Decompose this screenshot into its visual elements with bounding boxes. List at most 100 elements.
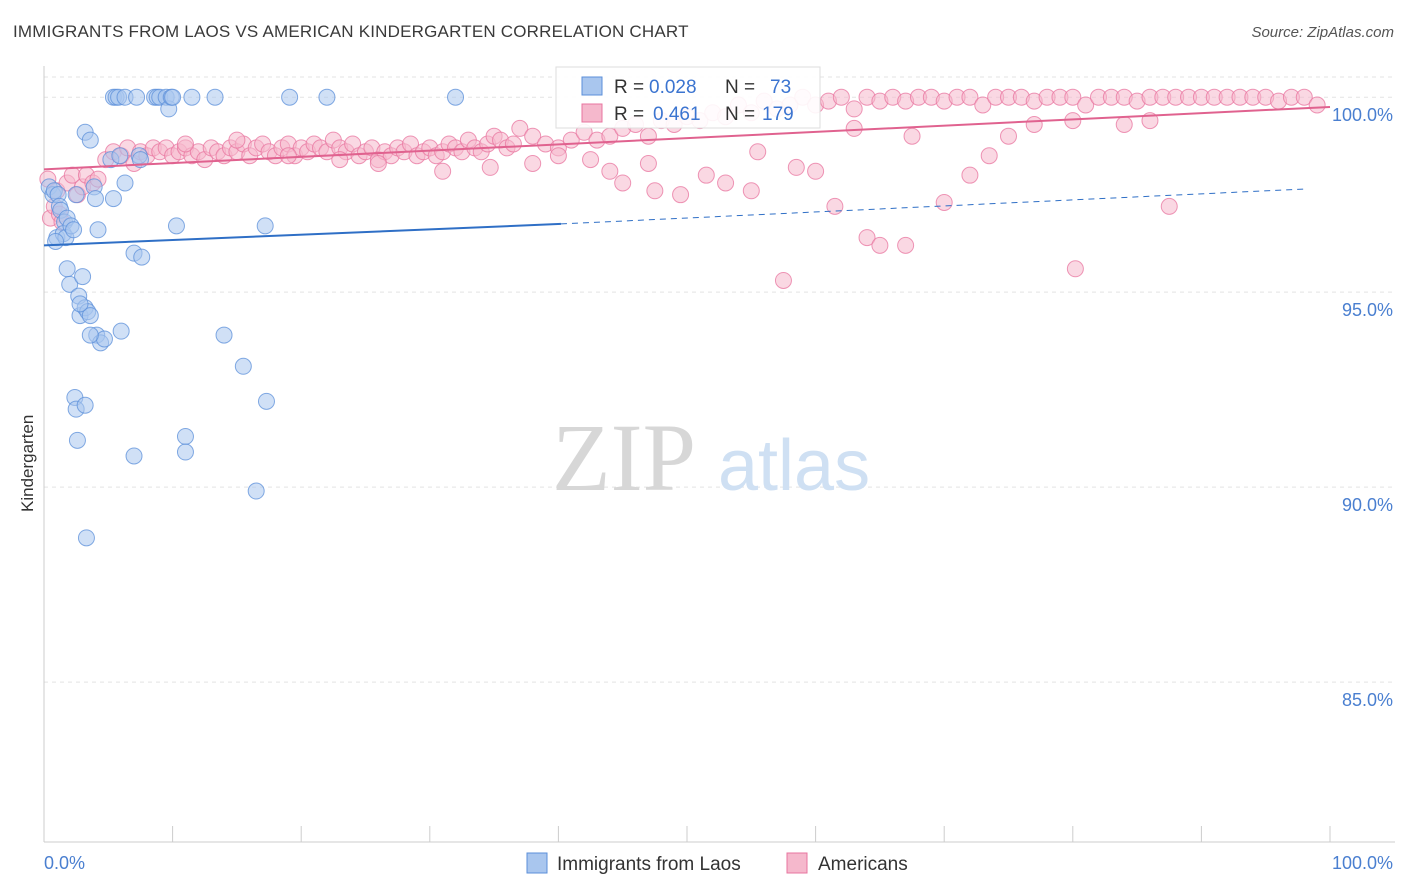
series-immigrants-from-laos — [40, 88, 465, 547]
data-point — [961, 88, 979, 106]
x-tick-label: 0.0% — [44, 853, 85, 873]
data-point — [742, 182, 760, 200]
data-point — [524, 154, 542, 172]
x-tick-labels: 0.0% 100.0% — [44, 853, 1393, 873]
data-point — [974, 96, 992, 114]
data-point — [832, 88, 850, 106]
legend-swatch-blue — [581, 76, 603, 96]
legend-r-value-blue: 0.028 — [649, 77, 697, 98]
bottom-legend-label-pink: Americans — [818, 854, 908, 875]
data-point — [639, 154, 657, 172]
data-point — [1025, 115, 1043, 133]
data-point — [81, 307, 99, 325]
data-point — [279, 147, 297, 165]
data-point — [81, 326, 99, 344]
bottom-legend-label-blue: Immigrants from Laos — [557, 854, 741, 875]
watermark: ZIP atlas — [552, 404, 870, 511]
data-point — [511, 119, 529, 137]
data-point — [749, 143, 767, 161]
data-point — [318, 88, 336, 106]
data-point — [717, 174, 735, 192]
watermark-zip: ZIP — [552, 404, 696, 511]
data-point — [774, 271, 792, 289]
data-point — [672, 186, 690, 204]
data-point — [58, 260, 76, 278]
data-point — [858, 229, 876, 247]
legend-n-label-blue: N = — [725, 77, 755, 98]
chart-source: Source: ZipAtlas.com — [1251, 24, 1394, 41]
data-point — [74, 268, 92, 286]
y-axis-label: Kindergarten — [18, 415, 37, 512]
data-point — [697, 166, 715, 184]
data-point — [125, 447, 143, 465]
data-point — [845, 100, 863, 118]
data-point — [81, 131, 99, 149]
data-point — [481, 158, 499, 176]
data-point — [903, 127, 921, 145]
data-point — [434, 162, 452, 180]
data-point — [167, 217, 185, 235]
data-point — [369, 154, 387, 172]
legend-n-label-pink: N = — [725, 104, 755, 125]
trend-line-blue — [43, 222, 562, 247]
data-point — [935, 193, 953, 211]
data-point — [116, 174, 134, 192]
data-point — [111, 147, 129, 165]
data-point — [1077, 96, 1095, 114]
legend-n-value-pink: 179 — [762, 104, 794, 125]
data-point — [281, 88, 299, 106]
y-tick-label: 100.0% — [1332, 105, 1393, 125]
watermark-atlas: atlas — [718, 426, 870, 506]
data-point — [112, 322, 130, 340]
data-point — [206, 88, 224, 106]
data-point — [257, 392, 275, 410]
data-point — [807, 162, 825, 180]
data-point — [1064, 88, 1082, 106]
data-point — [65, 221, 83, 239]
data-point — [549, 147, 567, 165]
data-point — [183, 88, 201, 106]
data-point — [826, 197, 844, 215]
data-point — [1295, 88, 1313, 106]
y-tick-labels: 100.0% 95.0% 90.0% 85.0% — [1332, 105, 1393, 710]
axes — [43, 66, 1395, 843]
data-point — [67, 186, 85, 204]
data-point — [76, 396, 94, 414]
data-point — [447, 88, 465, 106]
data-point — [176, 135, 194, 153]
data-point — [1066, 260, 1084, 278]
data-point — [68, 431, 86, 449]
data-point — [71, 295, 89, 313]
data-point — [614, 174, 632, 192]
data-point — [980, 147, 998, 165]
data-point — [601, 162, 619, 180]
series-legend: Immigrants from Laos Americans — [526, 852, 908, 875]
data-point — [1160, 197, 1178, 215]
trend-lines — [43, 105, 1331, 247]
legend-swatch-pink — [581, 103, 603, 123]
bottom-legend-swatch-blue — [526, 852, 548, 874]
data-point — [215, 326, 233, 344]
legend-n-value-blue: 73 — [770, 77, 791, 98]
data-point — [582, 151, 600, 169]
legend-r-label-pink: R = — [614, 104, 644, 125]
data-point — [176, 427, 194, 445]
data-point — [128, 88, 146, 106]
data-point — [1000, 127, 1017, 145]
data-point — [61, 275, 79, 293]
data-point — [176, 443, 194, 461]
y-tick-label: 95.0% — [1342, 300, 1393, 320]
data-point — [524, 127, 542, 145]
data-point — [1115, 115, 1133, 133]
trend-line-pink — [43, 105, 1331, 171]
data-point — [504, 135, 522, 153]
data-point — [639, 127, 657, 145]
bottom-legend-swatch-pink — [786, 852, 808, 874]
data-point — [104, 190, 122, 208]
data-point — [164, 88, 182, 106]
data-point — [871, 236, 889, 254]
data-point — [77, 529, 95, 547]
chart-title: IMMIGRANTS FROM LAOS VS AMERICAN KINDERG… — [13, 22, 689, 41]
data-point — [897, 236, 915, 254]
grid-lines — [44, 76, 1395, 683]
